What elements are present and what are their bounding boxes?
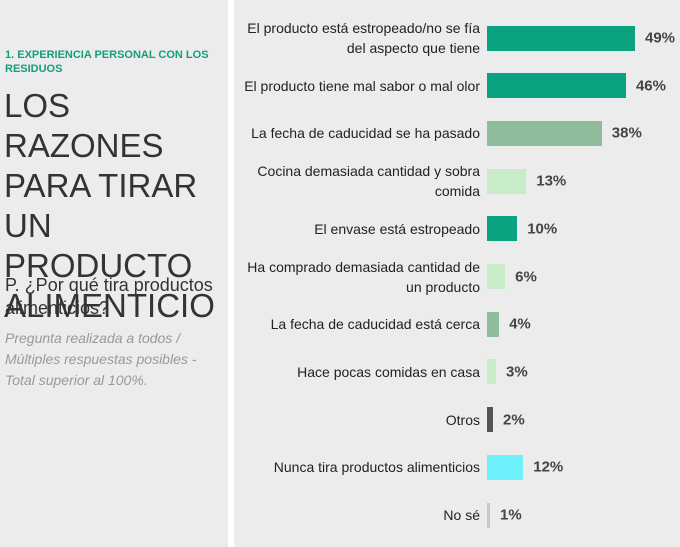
bar xyxy=(487,359,497,385)
value-label: 6% xyxy=(515,268,537,285)
category-label: El producto tiene mal sabor o mal olor xyxy=(244,77,480,94)
bar xyxy=(487,168,527,194)
title: LOS RAZONES PARA TIRAR UN PRODUCTO ALIME… xyxy=(4,87,215,324)
bar xyxy=(487,25,635,51)
category-label: Nunca tira productos alimenticios xyxy=(273,459,480,476)
category-label: Ha comprado demasiada cantidad de un pro… xyxy=(247,258,480,295)
bar xyxy=(487,311,500,337)
bar xyxy=(487,264,506,289)
left-panel: 1. EXPERIENCIA PERSONAL CON LOS RESIDUOS… xyxy=(0,0,228,547)
value-label: 38% xyxy=(611,124,642,142)
category-label: Cocina demasiada cantidad y sobra comida xyxy=(257,163,480,200)
category-label: La fecha de caducidad se ha pasado xyxy=(251,125,480,142)
value-label: 46% xyxy=(635,77,666,95)
category-label: El producto está estropeado/no se fía de… xyxy=(247,20,480,56)
value-label: 3% xyxy=(506,363,528,381)
bar xyxy=(487,407,494,433)
value-label: 10% xyxy=(527,220,558,238)
section-label: 1. EXPERIENCIA PERSONAL CON LOS RESIDUOS xyxy=(5,49,209,75)
bar xyxy=(487,502,491,528)
value-label: 4% xyxy=(509,315,531,333)
category-label: Otros xyxy=(445,411,480,428)
bar xyxy=(487,216,518,242)
bar xyxy=(487,73,626,99)
question: P. ¿Por qué tira productos alimenticios? xyxy=(5,275,213,318)
bar xyxy=(487,454,524,480)
value-label: 49% xyxy=(645,29,676,47)
category-label: No sé xyxy=(443,507,480,523)
value-label: 1% xyxy=(500,506,522,524)
note: Pregunta realizada a todos / Múltiples r… xyxy=(5,330,197,388)
category-label: El envase está estropeado xyxy=(314,220,480,237)
bar xyxy=(487,120,602,146)
value-label: 12% xyxy=(533,458,564,476)
category-label: La fecha de caducidad está cerca xyxy=(270,316,480,333)
value-label: 2% xyxy=(503,411,525,429)
value-label: 13% xyxy=(536,172,567,190)
category-label: Hace pocas comidas en casa xyxy=(297,363,480,380)
